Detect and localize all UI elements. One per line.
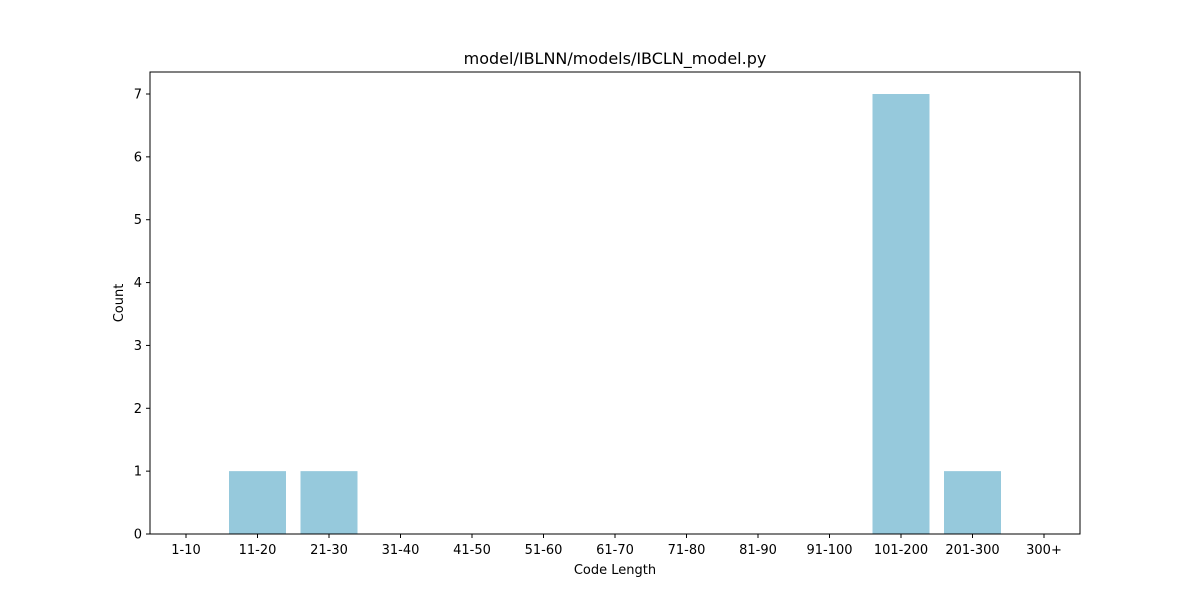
bar-21-30 bbox=[300, 471, 358, 534]
bars-layer bbox=[229, 94, 1001, 534]
y-tick-label: 7 bbox=[134, 88, 142, 103]
x-tick-label: 41-50 bbox=[453, 543, 491, 558]
bar-201-300 bbox=[944, 471, 1001, 534]
x-tick-label: 11-20 bbox=[239, 543, 277, 558]
x-tick-label: 201-300 bbox=[945, 543, 999, 558]
x-ticks: 1-10 11-20 21-30 31-40 41-50 51-60 61-70 71-80 8… bbox=[171, 534, 1062, 558]
x-tick-label: 300+ bbox=[1026, 543, 1062, 558]
x-tick-label: 61-70 bbox=[596, 543, 634, 558]
x-tick-label: 51-60 bbox=[525, 543, 563, 558]
x-tick-label: 1-10 bbox=[171, 543, 201, 558]
x-tick-label: 71-80 bbox=[668, 543, 706, 558]
x-tick-label: 21-30 bbox=[310, 543, 348, 558]
x-tick-label: 31-40 bbox=[382, 543, 420, 558]
plot-frame bbox=[149, 71, 1081, 535]
y-tick-label: 1 bbox=[134, 465, 142, 480]
y-tick-label: 6 bbox=[134, 150, 142, 165]
x-axis-label: Code Length bbox=[574, 563, 656, 578]
x-tick-label: 91-100 bbox=[806, 543, 852, 558]
y-tick-label: 4 bbox=[134, 276, 142, 291]
y-tick-label: 2 bbox=[134, 402, 142, 417]
bar-11-20 bbox=[229, 471, 286, 534]
y-tick-label: 3 bbox=[134, 339, 142, 354]
y-axis-label: Count bbox=[112, 284, 127, 323]
x-tick-label: 101-200 bbox=[874, 543, 928, 558]
y-ticks: 0 1 2 3 4 5 6 7 bbox=[134, 88, 150, 543]
y-tick-label: 5 bbox=[134, 213, 142, 228]
x-tick-label: 81-90 bbox=[739, 543, 777, 558]
chart-title: model/IBLNN/models/IBCLN_model.py bbox=[464, 49, 767, 69]
bar-101-200 bbox=[872, 94, 930, 534]
y-tick-label: 0 bbox=[134, 528, 142, 543]
